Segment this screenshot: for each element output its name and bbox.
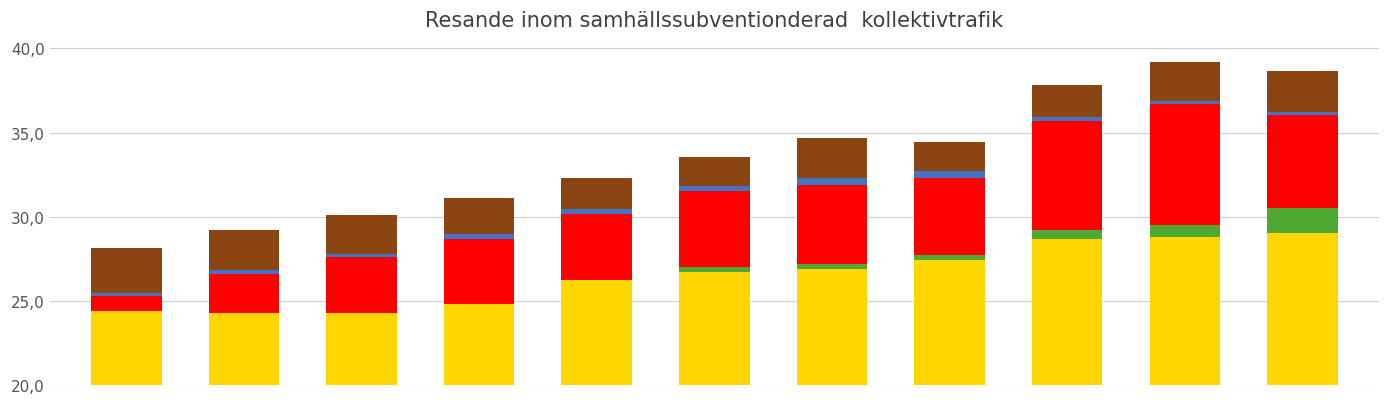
Bar <box>1150 104 1220 226</box>
Bar <box>1268 72 1337 113</box>
Bar <box>90 296 161 311</box>
Bar <box>562 215 632 280</box>
Bar <box>443 305 514 385</box>
Bar <box>680 187 749 192</box>
Bar <box>1150 63 1220 102</box>
Bar <box>443 199 514 235</box>
Bar <box>1150 226 1220 237</box>
Bar <box>680 158 749 187</box>
Bar <box>680 192 749 267</box>
Bar <box>90 294 161 296</box>
Bar <box>208 230 279 271</box>
Bar <box>796 269 867 385</box>
Bar <box>327 258 396 313</box>
Bar <box>915 256 986 261</box>
Bar <box>208 271 279 274</box>
Bar <box>443 235 514 240</box>
Bar <box>90 248 161 294</box>
Bar <box>1031 118 1102 122</box>
Bar <box>562 209 632 215</box>
Bar <box>90 311 161 385</box>
Bar <box>327 254 396 258</box>
Bar <box>915 172 986 179</box>
Bar <box>680 273 749 385</box>
Bar <box>915 179 986 256</box>
Bar <box>443 240 514 305</box>
Bar <box>1031 122 1102 230</box>
Bar <box>208 313 279 385</box>
Bar <box>1268 209 1337 234</box>
Bar <box>796 185 867 264</box>
Bar <box>1268 234 1337 385</box>
Bar <box>915 261 986 385</box>
Bar <box>1031 230 1102 239</box>
Bar <box>796 264 867 269</box>
Bar <box>915 143 986 172</box>
Bar <box>796 179 867 185</box>
Bar <box>327 215 396 254</box>
Bar <box>680 267 749 273</box>
Bar <box>796 138 867 179</box>
Bar <box>1150 102 1220 104</box>
Title: Resande inom samhällssubventionderad  kollektivtrafik: Resande inom samhällssubventionderad kol… <box>425 11 1004 31</box>
Bar <box>562 179 632 209</box>
Bar <box>1031 86 1102 118</box>
Bar <box>208 274 279 313</box>
Bar <box>562 280 632 385</box>
Bar <box>1031 239 1102 385</box>
Bar <box>1268 113 1337 115</box>
Bar <box>1150 237 1220 385</box>
Bar <box>1268 115 1337 209</box>
Bar <box>327 313 396 385</box>
